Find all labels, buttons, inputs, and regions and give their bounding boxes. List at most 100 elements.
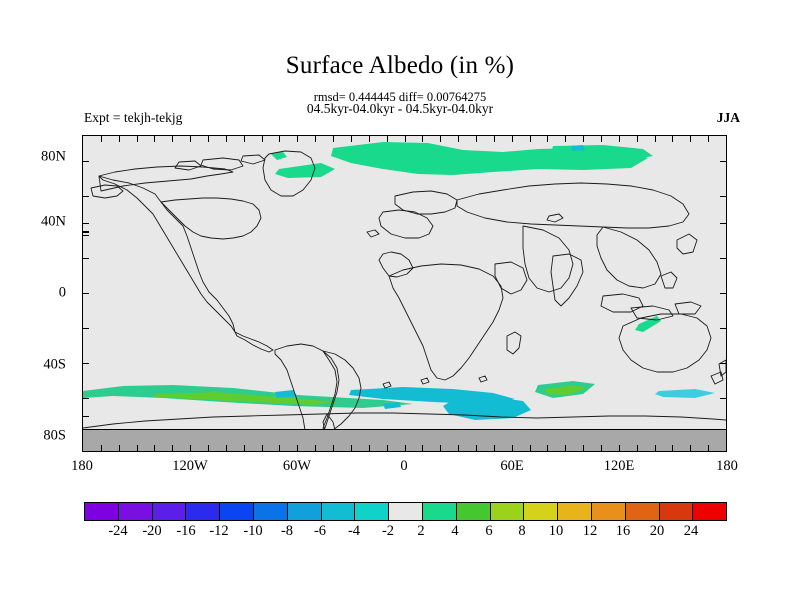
xlabel-60e: 60E xyxy=(500,458,524,474)
anomaly-south-indian-cyan xyxy=(655,389,715,398)
cb-label--4: -4 xyxy=(347,523,361,539)
cb-label--24: -24 xyxy=(108,523,128,539)
tick-lon-minor xyxy=(137,445,138,451)
colorbar-cell-13[interactable] xyxy=(523,503,558,520)
tick-lon-minor xyxy=(154,445,155,451)
ylabel-40n: 40N xyxy=(41,213,66,230)
tick-lon-minor xyxy=(565,136,566,142)
tick-lon-minor xyxy=(690,136,691,142)
xlabel-180e: 180 xyxy=(716,458,738,474)
tick-lon-minor xyxy=(387,445,388,451)
tick-lon-minor xyxy=(637,136,638,142)
xlabel-60w: 60W xyxy=(282,458,312,474)
tick-lat-10s xyxy=(83,363,89,364)
colorbar-cell-7[interactable] xyxy=(320,503,355,520)
tick-lat-50n xyxy=(83,232,89,233)
tick-lon-minor xyxy=(458,136,459,142)
tick-lat-80n-right xyxy=(720,161,726,162)
colorbar-cell-16[interactable] xyxy=(624,503,659,520)
cb-label--16: -16 xyxy=(176,523,196,539)
xlabel-180w: 180 xyxy=(71,458,93,474)
colorbar-cell-5[interactable] xyxy=(252,503,287,520)
tick-lon-minor xyxy=(297,445,298,451)
tick-lon-minor xyxy=(476,136,477,142)
tick-lon-minor xyxy=(333,445,334,451)
tick-lon-minor xyxy=(672,445,673,451)
colorbar[interactable] xyxy=(84,502,727,521)
anomaly-south-atlantic-speck xyxy=(275,390,297,398)
colorbar-cell-14[interactable] xyxy=(557,503,591,520)
tick-lat-70n xyxy=(83,196,89,197)
tick-lon-minor xyxy=(458,445,459,451)
tick-lon-minor xyxy=(315,136,316,142)
tick-lon-minor xyxy=(279,136,280,142)
colorbar-cell-10[interactable] xyxy=(421,503,456,520)
tick-lon-minor xyxy=(119,445,120,451)
tick-lat-30n-right xyxy=(720,258,726,259)
tick-lon-minor xyxy=(351,445,352,451)
tick-lat-70n-right xyxy=(720,196,726,197)
cb-label--10: -10 xyxy=(243,523,263,539)
tick-lat-10s-right xyxy=(720,363,726,364)
colorbar-cell-11[interactable] xyxy=(455,503,490,520)
colorbar-cell-1[interactable] xyxy=(117,503,152,520)
tick-lat-30s xyxy=(83,416,89,417)
tick-lon-minor xyxy=(244,136,245,142)
anomaly-siberia-speck xyxy=(571,145,585,151)
subtitle-case-names: 04.5kyr-04.0kyr - 04.5kyr-04.0kyr xyxy=(306,101,494,116)
world-map-graphic xyxy=(83,142,726,445)
cb-label--2: -2 xyxy=(381,523,395,539)
tick-lon-minor xyxy=(530,136,531,142)
map-plot-area[interactable] xyxy=(82,135,727,452)
anomaly-greenland-speck xyxy=(271,152,287,160)
colorbar-cell-9[interactable] xyxy=(388,503,422,520)
colorbar-cell-18[interactable] xyxy=(692,503,727,520)
colorbar-cell-6[interactable] xyxy=(286,503,321,520)
tick-lat-40n-right xyxy=(720,223,726,224)
anomaly-drake-speck xyxy=(383,402,401,409)
colorbar-cell-12[interactable] xyxy=(489,503,524,520)
cb-label-2: 2 xyxy=(417,523,425,539)
tick-lon-minor xyxy=(137,136,138,142)
ylabel-80s: 80S xyxy=(43,427,66,444)
subtitle-statistics: rmsd= 0.444445 diff= 0.00764275 xyxy=(313,90,487,104)
tick-lon-minor xyxy=(279,445,280,451)
tick-lon-minor xyxy=(512,445,513,451)
tick-lon-minor xyxy=(690,445,691,451)
tick-lon-minor xyxy=(297,136,298,142)
tick-lon-minor xyxy=(369,445,370,451)
tick-lon-minor xyxy=(226,136,227,142)
tick-lon-minor xyxy=(565,445,566,451)
cb-label-20: 20 xyxy=(649,523,665,539)
cb-label-24: 24 xyxy=(683,523,699,539)
colorbar-cell-8[interactable] xyxy=(354,503,389,520)
cb-label-10: 10 xyxy=(548,523,564,539)
colorbar-cell-15[interactable] xyxy=(590,503,625,520)
tick-lon-minor xyxy=(494,445,495,451)
cb-label-12: 12 xyxy=(582,523,598,539)
colorbar-cell-4[interactable] xyxy=(219,503,253,520)
tick-lat-30n xyxy=(83,258,89,259)
tick-lat-45n xyxy=(83,235,89,236)
tick-lon-minor xyxy=(369,136,370,142)
colorbar-cell-3[interactable] xyxy=(185,503,220,520)
tick-lon-minor xyxy=(172,136,173,142)
tick-lon-minor xyxy=(655,136,656,142)
tick-lon-minor xyxy=(154,136,155,142)
cb-label-4: 4 xyxy=(451,523,459,539)
tick-lon-minor xyxy=(601,445,602,451)
tick-lon-minor xyxy=(351,136,352,142)
tick-lon-minor xyxy=(190,136,191,142)
tick-lon-minor xyxy=(422,136,423,142)
ylabel-40s: 40S xyxy=(43,356,66,373)
colorbar-cell-17[interactable] xyxy=(658,503,693,520)
tick-lon-minor xyxy=(405,445,406,451)
colorbar-cell-0[interactable] xyxy=(85,503,118,520)
experiment-label: Expt = tekjh-tekjg xyxy=(84,110,183,125)
cb-label--20: -20 xyxy=(142,523,162,539)
tick-lon-minor xyxy=(530,445,531,451)
colorbar-cell-2[interactable] xyxy=(151,503,186,520)
tick-lon-minor xyxy=(637,445,638,451)
anomaly-south-pacific-core xyxy=(155,392,338,405)
tick-lon-minor xyxy=(405,136,406,142)
